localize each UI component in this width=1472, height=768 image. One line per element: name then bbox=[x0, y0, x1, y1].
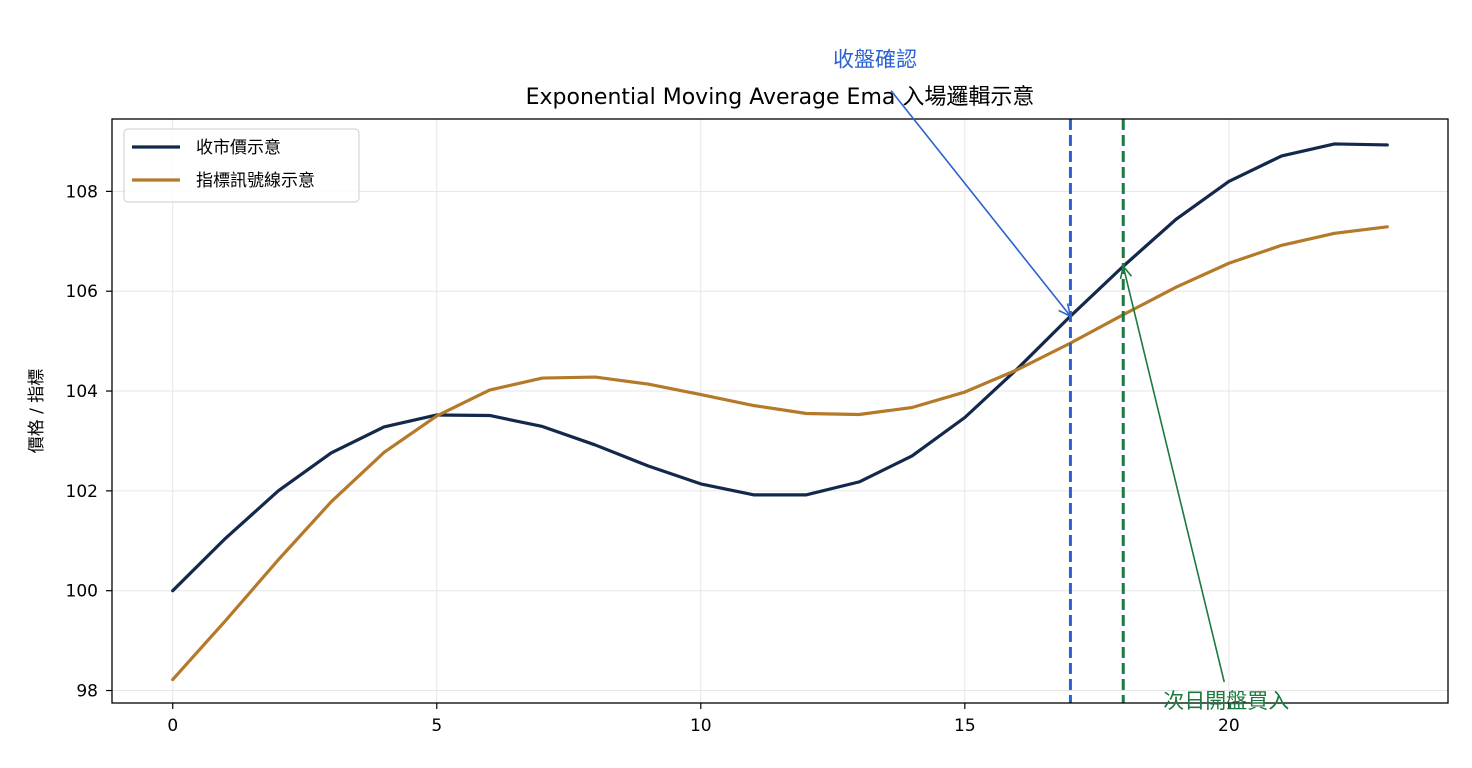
x-tick-label: 0 bbox=[167, 716, 178, 736]
annotation-label-1: 收盤確認 bbox=[833, 48, 917, 72]
y-axis-label: 價格 / 指標 bbox=[27, 369, 47, 454]
y-tick-label: 100 bbox=[66, 582, 98, 602]
x-tick-label: 15 bbox=[954, 716, 976, 736]
y-tick-label: 108 bbox=[66, 182, 98, 202]
legend-label-2: 指標訊號線示意 bbox=[196, 171, 315, 191]
legend-box bbox=[123, 128, 360, 203]
x-tick-label: 5 bbox=[431, 716, 442, 736]
y-tick-label: 104 bbox=[66, 382, 98, 402]
series-line-2 bbox=[171, 225, 1389, 682]
axis-ticks: 0 5 10 15 20 98 100 102 104 106 108 bbox=[66, 182, 1240, 736]
annotation-label-2: 次日開盤買入 bbox=[1163, 689, 1289, 713]
legend-label-1: 收市價示意 bbox=[196, 138, 281, 158]
series-lines bbox=[171, 142, 1389, 682]
series-line-1 bbox=[171, 142, 1389, 593]
plot-frame bbox=[111, 118, 1449, 704]
x-tick-label: 20 bbox=[1218, 716, 1240, 736]
annotation-arrow-2 bbox=[1122, 266, 1225, 683]
y-tick-label: 102 bbox=[66, 482, 98, 502]
y-tick-label: 106 bbox=[66, 282, 98, 302]
annotation-arrow-1 bbox=[890, 90, 1072, 317]
signal-vertical-lines bbox=[1068, 119, 1125, 703]
y-tick-label: 98 bbox=[76, 682, 98, 702]
chart-title: Exponential Moving Average Ema 入場邏輯示意 bbox=[526, 85, 1035, 110]
annotation-arrowhead-1 bbox=[1058, 303, 1072, 318]
x-tick-label: 10 bbox=[690, 716, 712, 736]
annotation-arrowhead-2 bbox=[1119, 264, 1133, 280]
